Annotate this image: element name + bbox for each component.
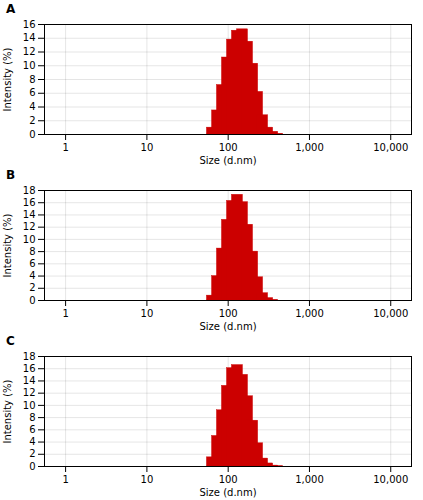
svg-text:8: 8: [29, 412, 35, 423]
svg-text:1,000: 1,000: [295, 142, 324, 153]
svg-text:14: 14: [23, 209, 36, 220]
svg-text:0: 0: [29, 295, 35, 306]
svg-text:2: 2: [29, 115, 35, 126]
svg-text:Size (d.nm): Size (d.nm): [199, 487, 256, 498]
svg-text:2: 2: [29, 448, 35, 459]
svg-text:6: 6: [29, 424, 35, 435]
svg-text:10: 10: [141, 474, 154, 485]
html-text:A: A: [6, 2, 16, 16]
svg-text:18: 18: [23, 351, 36, 362]
svg-text:0: 0: [29, 461, 35, 472]
svg-text:100: 100: [219, 142, 238, 153]
svg-text:10: 10: [141, 308, 154, 319]
svg-text:10: 10: [23, 400, 36, 411]
svg-text:1: 1: [62, 474, 68, 485]
svg-text:10,000: 10,000: [373, 142, 408, 153]
svg-text:14: 14: [23, 375, 36, 386]
svg-text:4: 4: [29, 270, 35, 281]
svg-text:8: 8: [29, 246, 35, 257]
svg-text:1: 1: [62, 142, 68, 153]
svg-text:10: 10: [141, 142, 154, 153]
html-text:B: B: [6, 168, 16, 182]
svg-text:16: 16: [23, 363, 36, 374]
svg-text:Size (d.nm): Size (d.nm): [199, 321, 256, 332]
html-text:C: C: [6, 334, 15, 348]
svg-text:6: 6: [29, 87, 35, 98]
svg-text:10,000: 10,000: [373, 474, 408, 485]
svg-text:16: 16: [23, 197, 36, 208]
svg-text:12: 12: [23, 46, 36, 57]
svg-text:1: 1: [62, 308, 68, 319]
svg-text:10: 10: [23, 60, 36, 71]
svg-text:16: 16: [23, 19, 36, 30]
svg-text:6: 6: [29, 258, 35, 269]
svg-text:4: 4: [29, 101, 35, 112]
svg-text:Intensity (%): Intensity (%): [2, 47, 13, 111]
svg-text:2: 2: [29, 282, 35, 293]
svg-text:Intensity (%): Intensity (%): [2, 379, 13, 443]
svg-text:12: 12: [23, 387, 36, 398]
svg-text:100: 100: [219, 308, 238, 319]
svg-text:8: 8: [29, 74, 35, 85]
svg-text:100: 100: [219, 474, 238, 485]
svg-text:10,000: 10,000: [373, 308, 408, 319]
svg-text:10: 10: [23, 234, 36, 245]
svg-text:12: 12: [23, 221, 36, 232]
svg-text:4: 4: [29, 436, 35, 447]
svg-text:18: 18: [23, 185, 36, 196]
svg-text:Size (d.nm): Size (d.nm): [199, 155, 256, 166]
svg-text:Intensity (%): Intensity (%): [2, 213, 13, 277]
svg-text:1,000: 1,000: [295, 308, 324, 319]
svg-text:14: 14: [23, 32, 36, 43]
svg-text:0: 0: [29, 129, 35, 140]
svg-text:1,000: 1,000: [295, 474, 324, 485]
